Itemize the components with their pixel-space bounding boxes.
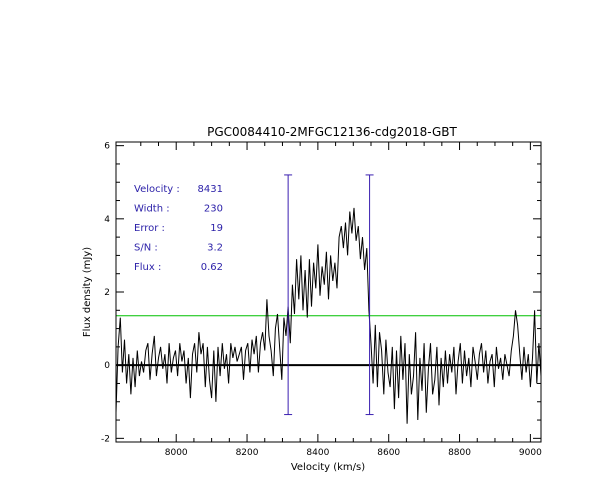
y-axis-title: Flux density (mJy) [82, 247, 93, 337]
y-tick-label: 4 [104, 215, 110, 225]
y-tick-label: 6 [104, 142, 110, 152]
y-tick-label: -2 [101, 434, 110, 444]
annotation-label: Flux : [134, 262, 161, 273]
chart-title: PGC0084410-2MFGC12136-cdg2018-GBT [207, 125, 457, 139]
y-axis: -2 0 2 4 6 [101, 142, 541, 444]
x-axis: 8000 8200 8400 8600 8800 9000 [140, 142, 542, 458]
y-tick-label: 2 [104, 288, 110, 298]
annotation-label: Width : [134, 204, 170, 215]
x-tick-label: 8800 [448, 448, 471, 458]
annotation-value: 8431 [198, 184, 223, 195]
annotation-label: Error : [134, 223, 165, 234]
x-tick-label: 8000 [165, 448, 188, 458]
annotation-value: 3.2 [207, 243, 223, 254]
annotation-value: 0.62 [201, 262, 223, 273]
annotation-label: S/N : [134, 243, 158, 254]
x-tick-label: 8400 [306, 448, 329, 458]
stats-annotations: Velocity : 8431 Width : 230 Error : 19 S/N : 3.… [134, 184, 223, 273]
x-tick-label: 8200 [236, 448, 259, 458]
x-axis-title: Velocity (km/s) [291, 462, 365, 473]
annotation-value: 19 [210, 223, 223, 234]
chart-marks [116, 174, 541, 424]
x-tick-label: 9000 [519, 448, 542, 458]
spectrum-line [116, 207, 541, 424]
annotation-value: 230 [204, 204, 223, 215]
x-tick-label: 8600 [377, 448, 400, 458]
annotation-label: Velocity : [134, 184, 180, 195]
y-tick-label: 0 [104, 361, 110, 371]
